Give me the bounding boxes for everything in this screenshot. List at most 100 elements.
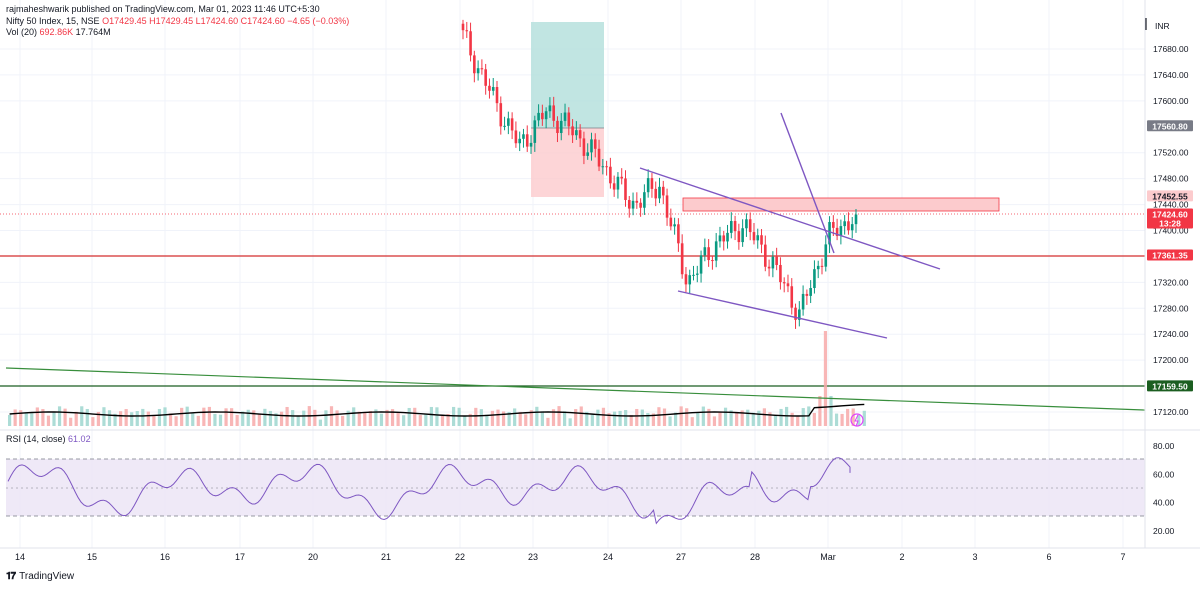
volume-bar xyxy=(618,410,622,426)
volume-bar xyxy=(590,414,594,426)
volume-bar xyxy=(679,406,683,426)
volume-bar xyxy=(224,408,228,426)
candle-body xyxy=(695,273,699,275)
rsi-label[interactable]: RSI (14, close) xyxy=(6,434,66,444)
candle-body xyxy=(491,87,495,91)
volume-bar xyxy=(352,407,356,426)
volume-bar xyxy=(291,410,295,426)
candle-body xyxy=(552,105,555,121)
candle-body xyxy=(809,288,812,296)
symbol-name[interactable]: Nifty 50 Index, 15, NSE xyxy=(6,16,100,26)
candle-body xyxy=(677,224,680,244)
candle-body xyxy=(593,139,597,149)
candle-body xyxy=(669,217,673,227)
candle-body xyxy=(605,166,608,168)
rsi-tick-label: 40.00 xyxy=(1153,498,1175,508)
footer-brand[interactable]: TradingView xyxy=(19,571,75,582)
volume-bar xyxy=(429,406,433,426)
volume-bar xyxy=(418,415,422,426)
volume-bar xyxy=(130,412,134,426)
volume-bar xyxy=(779,408,783,426)
candle-body xyxy=(507,118,510,126)
candle-body xyxy=(665,195,669,218)
volume-bar xyxy=(346,410,350,426)
candle-body xyxy=(586,152,590,156)
candle-body xyxy=(688,275,692,285)
price-tag-label: 17424.60 xyxy=(1152,210,1188,220)
volume-ma-line xyxy=(9,403,865,417)
volume-bar xyxy=(102,407,106,426)
volume-bar xyxy=(435,407,439,426)
candle-body xyxy=(461,23,465,31)
volume-bar xyxy=(851,408,855,426)
price-tick-label: 17200.00 xyxy=(1153,355,1189,365)
channel-lower-trendline[interactable] xyxy=(677,290,888,339)
candle-body xyxy=(476,68,480,74)
published-line: rajmaheshwarik published on TradingView.… xyxy=(6,4,320,14)
price-tag-box xyxy=(1147,190,1193,202)
candle-body xyxy=(590,139,593,153)
time-tick-label: 21 xyxy=(381,552,391,562)
candle-body xyxy=(756,235,760,241)
candle-body xyxy=(816,265,820,270)
candle-body xyxy=(643,192,646,208)
long-green-trendline[interactable] xyxy=(5,367,1146,411)
volume-bar xyxy=(635,408,639,426)
volume-bar xyxy=(479,409,483,426)
candle-body xyxy=(635,200,639,203)
candle-body xyxy=(499,103,503,127)
candle-body xyxy=(798,309,801,320)
candle-body xyxy=(544,111,548,120)
time-tick-label: 2 xyxy=(899,552,904,562)
time-axis-labels[interactable]: 14 15 16 17 20 21 22 23 24 27 28 Mar 2 3 6 7 xyxy=(15,552,1126,562)
volume-bar xyxy=(540,411,544,426)
rsi-axis-ticks[interactable]: 80.00 60.00 40.00 20.00 xyxy=(1153,441,1175,536)
resistance-zone[interactable] xyxy=(682,197,1000,212)
lightning-icon[interactable] xyxy=(850,413,864,427)
price-axis-ticks[interactable]: 17680.00 17640.00 17600.00 17520.00 17480.00… xyxy=(1153,44,1189,417)
volume-bar xyxy=(91,417,95,426)
steep-trendline[interactable] xyxy=(780,112,835,254)
time-tick-label: 15 xyxy=(87,552,97,562)
volume-bar xyxy=(751,412,755,426)
ohlc-values: O17429.45 H17429.45 L17424.60 C17424.60 … xyxy=(102,16,350,26)
price-tick-label: 17640.00 xyxy=(1153,70,1189,80)
candle-body xyxy=(556,120,559,134)
volume-bar xyxy=(768,412,772,426)
volume-bar xyxy=(8,415,12,426)
volume-bar xyxy=(718,412,722,426)
volume-bar xyxy=(818,396,822,426)
candle-body xyxy=(563,112,567,121)
volume-bar xyxy=(513,408,517,426)
volume-label[interactable]: Vol (20) xyxy=(6,27,38,37)
volume-bar xyxy=(596,409,600,426)
volume-bar xyxy=(612,411,617,426)
volume-bar xyxy=(146,411,150,426)
position-target-zone[interactable] xyxy=(531,22,604,128)
candle-body xyxy=(495,87,499,104)
time-tick-label: 16 xyxy=(160,552,170,562)
volume-bar xyxy=(735,413,739,426)
candle-body xyxy=(612,183,616,190)
volume-bar xyxy=(729,410,733,426)
volume-bars xyxy=(8,331,866,426)
tradingview-logo-icon[interactable]: 𝟏𝟕 xyxy=(6,571,16,582)
price-tick-label: 17520.00 xyxy=(1153,148,1189,158)
volume-bar xyxy=(296,416,300,426)
volume-ma-value: 17.764M xyxy=(75,27,111,37)
candle-body xyxy=(752,232,756,241)
candle-body xyxy=(465,30,469,32)
volume-bar xyxy=(207,406,211,426)
candle-body xyxy=(839,226,843,237)
volume-bar xyxy=(773,415,778,426)
volume-bar xyxy=(202,407,206,426)
volume-bar xyxy=(168,413,173,426)
price-tag-label: 17361.35 xyxy=(1152,251,1188,261)
candle-body xyxy=(680,243,684,275)
position-stop-zone[interactable] xyxy=(531,128,604,197)
time-tick-label: 27 xyxy=(676,552,686,562)
volume-bar xyxy=(490,410,495,426)
channel-upper-trendline[interactable] xyxy=(639,167,941,270)
